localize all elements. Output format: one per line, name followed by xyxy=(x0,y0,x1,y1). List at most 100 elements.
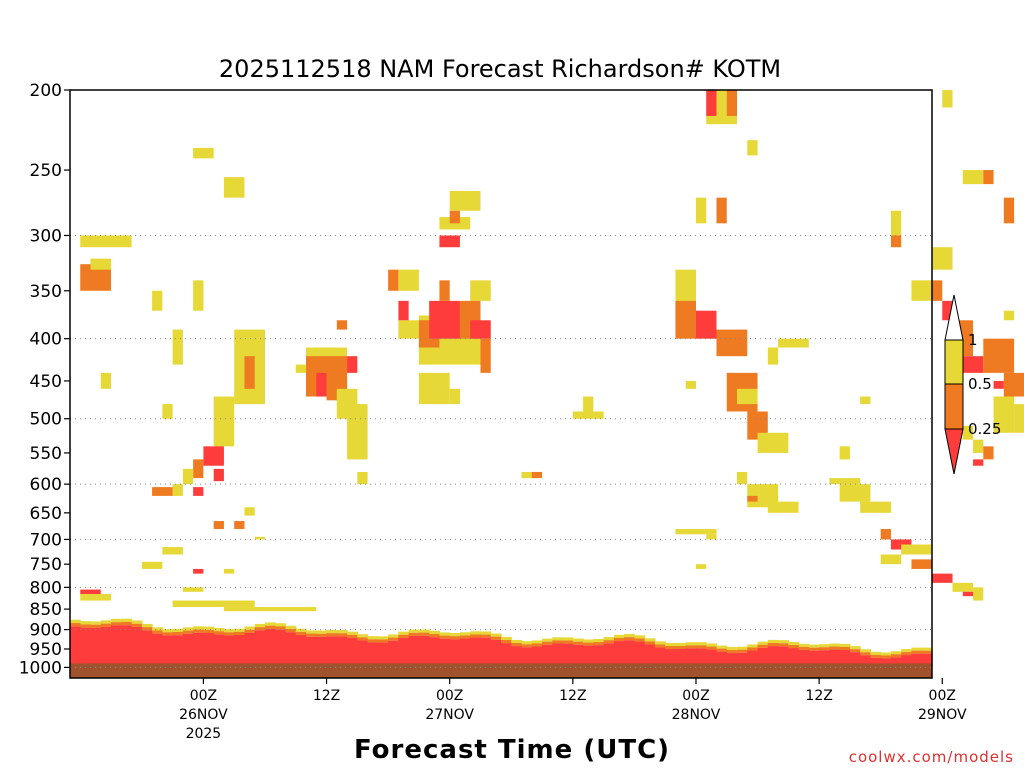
richardson-cell xyxy=(357,471,368,485)
boundary-layer-cell xyxy=(193,626,205,630)
richardson-cell xyxy=(470,320,491,339)
richardson-cell xyxy=(901,544,932,555)
richardson-cell xyxy=(747,495,758,502)
boundary-layer-cell xyxy=(316,630,328,634)
boundary-layer-cell xyxy=(439,632,451,636)
boundary-layer-cell xyxy=(408,629,420,633)
boundary-layer-cell xyxy=(685,648,697,668)
boundary-layer-cell xyxy=(644,644,656,668)
boundary-layer-cell xyxy=(890,657,902,668)
y-axis-ticks: 200 250 300 350 400 450 500 550 600 650 700 750 8008… xyxy=(19,81,70,678)
boundary-layer-cell xyxy=(141,627,153,631)
boundary-layer-cell xyxy=(336,636,348,668)
richardson-cell xyxy=(398,269,419,291)
boundary-layer-cell xyxy=(829,643,841,647)
boundary-layer-cell xyxy=(808,650,820,668)
boundary-layer-cell xyxy=(306,633,317,637)
boundary-layer-cell xyxy=(439,638,451,668)
richardson-cell xyxy=(234,521,245,530)
richardson-cell xyxy=(952,582,974,592)
richardson-cell xyxy=(223,568,235,574)
richardson-cell xyxy=(449,210,460,224)
richardson-cell xyxy=(767,347,779,365)
richardson-cell xyxy=(1014,404,1024,433)
richardson-cell xyxy=(747,411,768,440)
boundary-layer-cell xyxy=(757,647,769,668)
richardson-cell xyxy=(244,507,255,516)
boundary-layer-cell xyxy=(788,648,800,668)
credit-text: coolwx.com/models xyxy=(849,748,1014,766)
legend-extension-bottom xyxy=(944,428,964,475)
boundary-layer-cell xyxy=(254,627,266,631)
boundary-layer-cell xyxy=(408,635,420,668)
boundary-layer-cell xyxy=(100,620,112,624)
boundary-layer-cell xyxy=(377,639,389,643)
boundary-layer-cell xyxy=(870,657,882,668)
boundary-layer-cell xyxy=(778,646,789,668)
richardson-cell xyxy=(193,280,204,311)
boundary-layer-cell xyxy=(141,630,153,668)
boundary-layer-cell xyxy=(90,621,102,625)
richardson-cell xyxy=(80,235,132,248)
boundary-layer-cell xyxy=(890,654,902,658)
richardson-cell xyxy=(778,338,809,348)
richardson-cell xyxy=(193,568,204,574)
richardson-cell xyxy=(726,90,738,116)
boundary-layer-cell xyxy=(357,640,369,668)
boundary-layer-cell xyxy=(254,623,266,628)
richardson-cell xyxy=(162,547,183,555)
boundary-layer-cell xyxy=(593,645,605,668)
boundary-layer-cell xyxy=(367,642,379,668)
boundary-layer-cell xyxy=(501,643,512,668)
richardson-cell xyxy=(890,210,902,236)
boundary-layer-cell xyxy=(695,648,707,668)
boundary-layer-cell xyxy=(449,633,461,637)
boundary-layer-cell xyxy=(634,638,646,642)
richardson-cell xyxy=(860,396,871,405)
boundary-layer-cell xyxy=(244,626,256,630)
richardson-cell xyxy=(223,177,245,198)
boundary-layer-cell xyxy=(685,642,697,646)
richardson-cell xyxy=(706,90,717,116)
boundary-layer-cell xyxy=(111,622,122,626)
boundary-layer-cell xyxy=(542,641,553,645)
boundary-layer-cell xyxy=(357,637,369,641)
boundary-layer-cell xyxy=(572,638,584,642)
boundary-layer-cell xyxy=(542,644,553,668)
boundary-layer-cell xyxy=(254,630,266,668)
boundary-layer-cell xyxy=(172,628,184,633)
legend-label-0-25: 0.25 xyxy=(968,420,1001,438)
boundary-layer-cell xyxy=(429,634,441,638)
richardson-cell xyxy=(531,471,543,479)
boundary-layer-cell xyxy=(644,641,656,645)
boundary-layer-cell xyxy=(829,646,841,650)
boundary-layer-cell xyxy=(336,630,348,634)
boundary-layer-cell xyxy=(583,639,594,643)
richardson-cell xyxy=(962,356,984,373)
boundary-layer-cell xyxy=(849,652,861,668)
boundary-layer-cell xyxy=(613,641,625,668)
boundary-layer-cell xyxy=(767,639,779,644)
boundary-layer-cell xyxy=(172,635,184,668)
richardson-cell xyxy=(983,446,994,460)
boundary-layer-cell xyxy=(788,645,800,649)
boundary-layer-cell xyxy=(470,634,482,638)
boundary-layer-cell xyxy=(531,640,543,644)
boundary-layer-cell xyxy=(572,644,584,668)
boundary-layer-cell xyxy=(531,643,543,647)
y-tick-label: 950 xyxy=(30,640,62,660)
boundary-layer-cell xyxy=(890,651,902,655)
richardson-cell xyxy=(182,587,204,592)
boundary-layer-cell xyxy=(839,643,851,647)
richardson-cell xyxy=(890,235,902,248)
boundary-layer-cell xyxy=(870,654,882,658)
boundary-layer-cell xyxy=(367,636,379,640)
richardson-cell xyxy=(172,329,183,365)
boundary-layer-cell xyxy=(264,628,276,668)
richardson-cell xyxy=(829,478,861,485)
boundary-layer-cell xyxy=(767,646,779,668)
boundary-layer-cell xyxy=(675,646,687,650)
boundary-layer-cell xyxy=(726,653,738,668)
richardson-cell xyxy=(942,300,953,321)
boundary-layer-cell xyxy=(388,640,399,668)
